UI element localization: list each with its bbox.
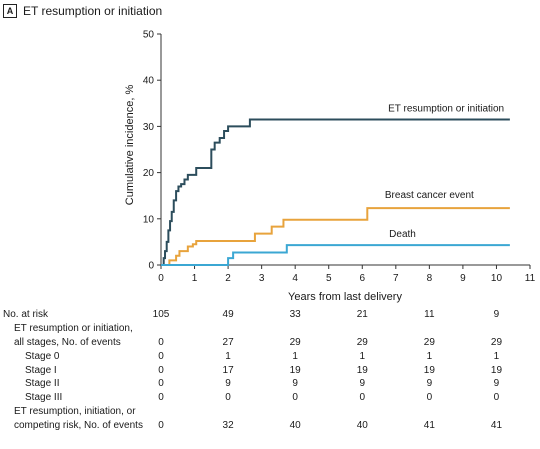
risk-cell: 0: [359, 392, 366, 404]
series-group: [161, 118, 510, 266]
risk-cell: 11: [424, 309, 435, 320]
risk-cell: 27: [222, 336, 234, 348]
y-tick-label: 40: [143, 76, 155, 87]
risk-row: all stages, No. of events 0 27 29 29 29 29: [0, 336, 540, 350]
risk-cell: 29: [289, 336, 301, 348]
risk-cell: 29: [490, 336, 503, 348]
x-tick-label: 9: [460, 273, 466, 284]
risk-cell: 19: [490, 364, 503, 376]
risk-cell: 0: [158, 364, 164, 376]
risk-cell: 0: [158, 420, 164, 432]
risk-cell: 9: [493, 378, 500, 390]
risk-cell: 40: [289, 420, 301, 432]
risk-cell: 49: [222, 309, 234, 320]
chart: 0 10 20 30 40 50 0 1 2 3 4 5 6 7 8 9 10 11 ET resumption…: [124, 30, 536, 304]
x-tick-label: 10: [491, 273, 503, 284]
risk-row: No. at risk 105 49 33 21 11 9: [0, 308, 540, 322]
risk-cell: 9: [292, 378, 298, 390]
series-line-et-resumption-or-initiation: [161, 118, 510, 266]
y-axis-ticks: 0 10 20 30 40 50: [143, 30, 161, 272]
y-axis-title: Cumulative incidence, %: [124, 85, 136, 206]
x-tick-label: 5: [326, 273, 332, 284]
risk-cell: 1: [292, 350, 298, 362]
risk-cell: 1: [426, 350, 433, 362]
risk-cell: 41: [490, 420, 503, 432]
risk-table: No. at risk 105 49 33 21 11 9 ET resumption or …: [0, 308, 540, 433]
risk-cell: 19: [423, 364, 435, 376]
risk-cell: 32: [222, 420, 234, 432]
risk-cell: 9: [359, 378, 366, 390]
risk-row-label: ET resumption or initiation,: [14, 322, 133, 334]
risk-cell: 0: [158, 336, 164, 348]
risk-cell: 29: [356, 336, 368, 348]
risk-row: Stage I 0 17 19 19 19 19: [0, 364, 540, 378]
y-tick-label: 10: [143, 214, 155, 225]
risk-cell: 33: [289, 309, 301, 320]
y-tick-label: 30: [143, 122, 155, 133]
y-tick-label: 0: [148, 261, 154, 272]
panel-header: A ET resumption or initiation: [3, 3, 162, 19]
risk-cell: 21: [356, 309, 368, 320]
x-tick-label: 4: [292, 273, 298, 284]
risk-cell: 0: [158, 378, 164, 390]
series-labels: ET resumption or initiation Breast cancer…: [385, 103, 504, 240]
risk-cell: 29: [423, 336, 435, 348]
x-tick-label: 3: [259, 273, 265, 284]
x-tick-label: 7: [393, 273, 399, 284]
x-tick-label: 1: [192, 273, 198, 284]
risk-cell: 105: [152, 309, 170, 320]
risk-cell: 1: [225, 350, 231, 362]
risk-row-label: Stage I: [25, 364, 57, 376]
risk-cell: 19: [289, 364, 301, 376]
series-line-breast-cancer-event: [161, 207, 510, 266]
series-label: ET resumption or initiation: [388, 103, 504, 114]
risk-cell: 17: [222, 364, 234, 376]
risk-row-label: all stages, No. of events: [14, 336, 121, 348]
risk-cell: 1: [359, 350, 366, 362]
y-tick-label: 50: [143, 30, 155, 41]
x-tick-label: 0: [158, 273, 164, 284]
risk-row-label: Stage III: [25, 392, 63, 404]
risk-cell: 0: [493, 392, 500, 404]
risk-row: Stage II 0 9 9 9 9 9: [0, 377, 540, 391]
risk-row-label: No. at risk: [3, 309, 49, 320]
risk-row-label: competing risk, No. of events: [14, 420, 143, 432]
panel-letter: A: [3, 4, 17, 18]
series-label: Death: [389, 229, 416, 240]
x-axis-ticks: 0 1 2 3 4 5 6 7 8 9 10 11: [158, 265, 536, 284]
risk-row-label: Stage 0: [25, 350, 60, 362]
risk-cell: 41: [423, 420, 435, 432]
risk-cell: 0: [158, 392, 164, 404]
series-label: Breast cancer event: [385, 190, 474, 201]
risk-cell: 1: [493, 350, 500, 362]
risk-cell: 0: [292, 392, 298, 404]
risk-row: ET resumption, initiation, or: [0, 405, 540, 419]
risk-row-label: ET resumption, initiation, or: [14, 406, 136, 418]
x-tick-label: 6: [359, 273, 365, 284]
y-tick-label: 20: [143, 168, 155, 179]
risk-row: Stage 0 0 1 1 1 1 1: [0, 350, 540, 364]
risk-cell: 9: [225, 378, 231, 390]
panel-title: ET resumption or initiation: [23, 4, 163, 18]
series-line-death: [161, 244, 510, 266]
risk-cell: 0: [158, 350, 164, 362]
risk-cell: 9: [426, 378, 433, 390]
risk-cell: 0: [225, 392, 231, 404]
risk-cell: 9: [493, 309, 500, 320]
x-tick-label: 11: [525, 273, 536, 284]
x-tick-label: 8: [427, 273, 433, 284]
risk-row: ET resumption or initiation,: [0, 322, 540, 336]
risk-row: competing risk, No. of events 0 32 40 40 41 41: [0, 419, 540, 433]
risk-cell: 40: [356, 420, 368, 432]
x-tick-label: 2: [225, 273, 231, 284]
risk-row-label: Stage II: [25, 378, 60, 390]
risk-cell: 19: [356, 364, 368, 376]
risk-cell: 0: [426, 392, 433, 404]
risk-row: Stage III 0 0 0 0 0 0: [0, 391, 540, 405]
x-axis-title: Years from last delivery: [288, 291, 402, 303]
